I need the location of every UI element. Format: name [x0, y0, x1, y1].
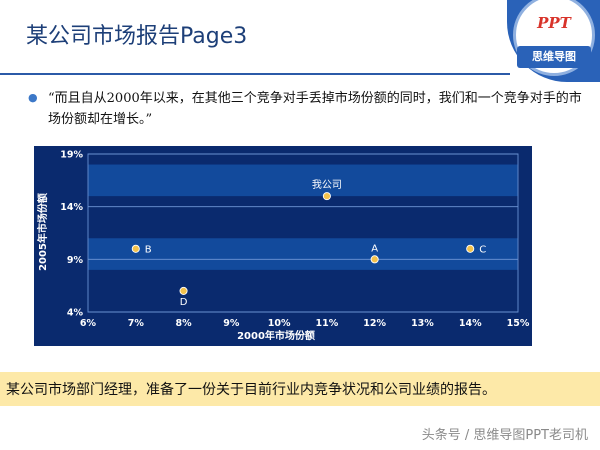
quote-text: “而且自从2000年以来，在其他三个竞争对手丢掉市场份额的同时，我们和一个竞争对… [48, 91, 582, 127]
x-tick-label: 12% [363, 318, 386, 329]
watermark: 头条号 / 思维导图PPT老司机 [421, 428, 588, 443]
data-point [466, 244, 475, 253]
data-point [179, 286, 188, 295]
chart-ylabel: 2005年市场份额 [36, 193, 49, 271]
y-tick-label: 9% [67, 255, 84, 266]
title-divider [0, 73, 510, 75]
market-share-scatter-chart: 4% 9% 14% 19% 6% 7% 8% 9% 10% 11% 12% 13% 14% 15% 我公司… [34, 146, 532, 346]
logo-ppt-text: PPT [537, 14, 571, 32]
x-tick-label: 8% [175, 318, 192, 329]
x-tick-label: 15% [507, 318, 530, 329]
ppt-logo: PPT 思维导图 [507, 0, 600, 82]
x-tick-label: 14% [459, 318, 482, 329]
data-point [131, 244, 140, 253]
data-point-label: D [180, 297, 188, 308]
summary-box: 某公司市场部门经理，准备了一份关于目前行业内竞争状况和公司业绩的报告。 [0, 372, 600, 406]
x-tick-label: 7% [128, 318, 145, 329]
logo-caption: 思维导图 [517, 46, 591, 68]
plot-band [88, 238, 518, 270]
chart-xlabel: 2000年市场份额 [237, 329, 315, 342]
data-point-label: B [145, 244, 152, 255]
data-point-label: C [479, 244, 486, 255]
data-point [370, 255, 379, 264]
x-tick-label: 13% [411, 318, 434, 329]
data-point-label: A [371, 243, 378, 254]
x-tick-label: 9% [223, 318, 240, 329]
x-tick-label: 10% [268, 318, 291, 329]
y-tick-label: 4% [67, 308, 84, 319]
data-point-label: 我公司 [312, 179, 342, 191]
data-point [322, 192, 331, 201]
summary-text: 某公司市场部门经理，准备了一份关于目前行业内竞争状况和公司业绩的报告。 [6, 382, 496, 398]
x-tick-label: 6% [80, 318, 97, 329]
x-tick-label: 11% [316, 318, 339, 329]
y-tick-label: 14% [60, 202, 83, 213]
y-tick-label: 19% [60, 150, 83, 161]
slide-title: 某公司市场报告Page3 [26, 24, 248, 49]
plot-band [88, 164, 518, 197]
bullet-icon: ● [28, 91, 38, 104]
